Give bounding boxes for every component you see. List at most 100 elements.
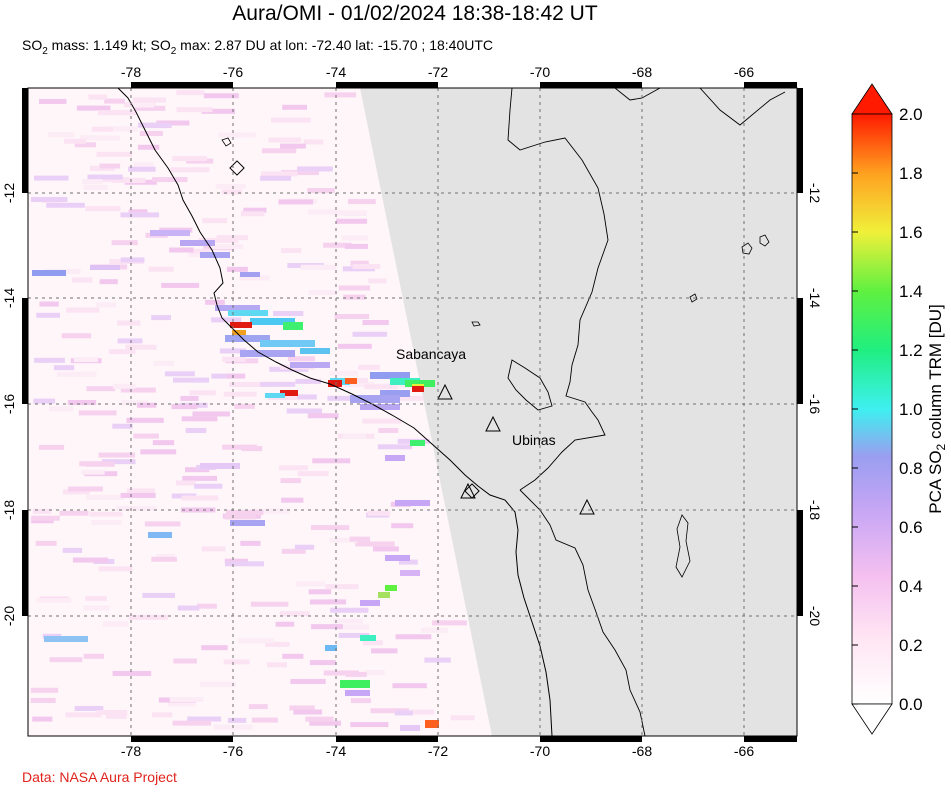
frame-bar (744, 82, 797, 88)
so2-pixel (227, 717, 247, 723)
lake-small-2 (759, 234, 770, 247)
so2-pixel (309, 660, 336, 666)
so2-pixel (338, 285, 370, 291)
so2-pixel (175, 480, 196, 486)
so2-pixel (172, 156, 207, 162)
so2-pixel (129, 614, 168, 620)
swath-gap (360, 88, 797, 736)
so2-pixel (31, 687, 59, 693)
lake-small-3 (689, 293, 698, 303)
frame-bar (22, 510, 28, 616)
lon-tick-top: -70 (530, 64, 550, 80)
so2-pixel (32, 270, 66, 276)
lon-labels-top: -78 -76 -74 -72 -70 -68 -66 (121, 64, 754, 80)
so2-pixel (280, 478, 301, 484)
so2-pixel (300, 348, 330, 354)
so2-pixel (176, 107, 213, 113)
so2-pixel (280, 390, 298, 396)
lon-tick-bottom: -74 (326, 743, 346, 759)
so2-pixel (196, 603, 217, 609)
so2-pixel (56, 371, 97, 377)
so2-pixel (222, 356, 246, 362)
so2-pixel (250, 318, 295, 325)
so2-pixel (292, 394, 317, 400)
so2-pixel (218, 132, 256, 138)
so2-pixel (112, 423, 133, 429)
so2-pixel (205, 299, 225, 305)
so2-pixel (127, 488, 155, 494)
so2-pixel (360, 404, 400, 410)
so2-pixel (137, 144, 160, 150)
so2-pixel (280, 248, 302, 254)
so2-pixel (424, 657, 451, 663)
colorbar-tick-label: 1.0 (899, 400, 923, 419)
so2-pixel (35, 540, 57, 546)
so2-pixel (240, 272, 260, 277)
so2-pixel (281, 497, 304, 503)
so2-pixel (132, 97, 167, 103)
so2-pixel (144, 521, 181, 527)
so2-pixel (335, 624, 369, 630)
so2-pixel (327, 395, 358, 401)
so2-pixel (180, 395, 199, 401)
so2-pixel (367, 510, 391, 516)
so2-pixel (328, 380, 342, 387)
so2-pixel (151, 712, 173, 718)
so2-pixel (250, 508, 290, 514)
so2-pixel (99, 279, 118, 285)
colorbar-title-suffix: column TRM [DU] (926, 304, 945, 444)
so2-pixel (421, 627, 448, 633)
so2-pixel (238, 638, 274, 644)
so2-pixel (101, 459, 136, 465)
so2-pixel (65, 712, 102, 718)
map-title: Aura/OMI - 01/02/2024 18:38-18:42 UT (232, 2, 598, 25)
so2-pixel (364, 384, 397, 390)
so2-pixel (309, 599, 331, 605)
so2-pixel (365, 670, 385, 676)
frame-bar (336, 736, 438, 742)
mass-subscript: 2 (42, 45, 48, 57)
so2-pixel (223, 659, 250, 665)
so2-pixel (150, 230, 190, 236)
so2-pixel (105, 713, 127, 719)
so2-pixel (59, 510, 89, 516)
so2-pixel (309, 720, 341, 726)
so2-pixel (74, 705, 104, 711)
map-frame (22, 82, 803, 742)
so2-pixel (172, 720, 212, 726)
lon-tick-bottom: -70 (530, 743, 550, 759)
so2-pixel (152, 440, 175, 446)
so2-pixel (112, 383, 136, 389)
volcano-marker-1 (437, 383, 453, 400)
so2-pixel (181, 495, 219, 501)
volcano-label-sabancaya: Sabancaya (396, 346, 466, 362)
so2-pixel (225, 561, 265, 567)
so2-pixel (201, 546, 226, 552)
so2-pixel (286, 408, 323, 414)
so2-pixel (180, 240, 215, 246)
so2-pixel (260, 381, 296, 387)
so2-pixel (31, 518, 54, 524)
so2-pixel (224, 514, 257, 520)
so2-pixel (61, 333, 92, 339)
so2-pixel (47, 132, 75, 138)
so2-pixel (85, 206, 121, 212)
so2-pixel (72, 557, 108, 563)
so2-pixel (49, 657, 83, 663)
so2-pixel (295, 378, 321, 384)
so2-pixel (350, 698, 371, 704)
so2-pixel (116, 505, 156, 511)
so2-pixel (308, 289, 337, 295)
lon-tick-bottom: -68 (632, 743, 652, 759)
so2-pixel (120, 492, 156, 498)
so2-pixel (260, 171, 298, 177)
so2-pixel (201, 108, 236, 114)
so2-pixel (117, 320, 141, 326)
so2-pixel (85, 595, 107, 601)
so2-pixel (66, 307, 100, 313)
so2-pixel (120, 387, 156, 393)
frame-bar (540, 82, 642, 88)
so2-pixel (117, 338, 143, 344)
so2-pixel (282, 104, 308, 110)
so2-pixel (325, 645, 337, 651)
